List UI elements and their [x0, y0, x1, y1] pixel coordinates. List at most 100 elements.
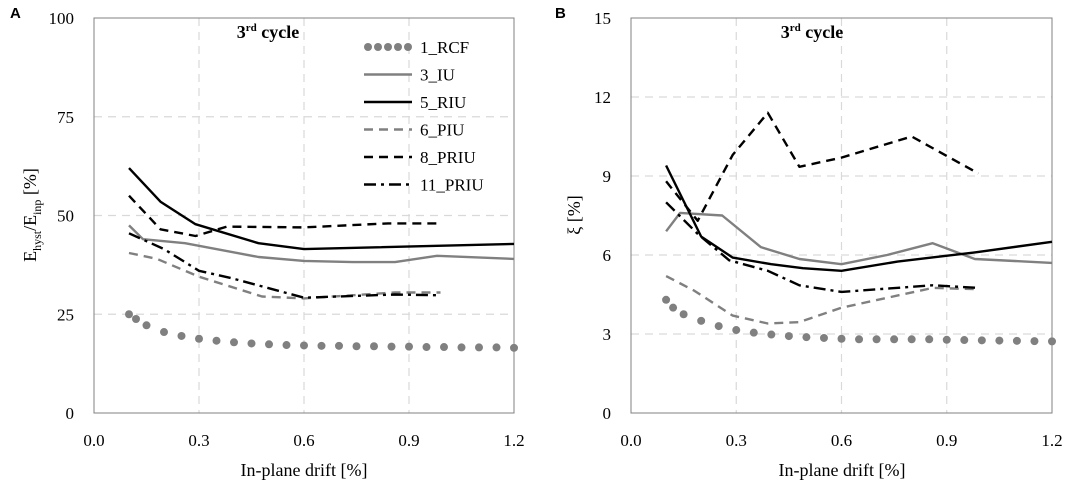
panel-b-y-axis-label: ξ [%]: [564, 195, 584, 235]
panel-a-series-1-rcf-point: [440, 343, 448, 352]
panel-a-series-1-rcf-point: [125, 310, 133, 319]
panel-b-y-tick-label: 3: [603, 325, 612, 344]
panel-b-series-8-priu-line: [665, 111, 979, 223]
panel-a-series-1-rcf-point: [422, 343, 431, 352]
panel-b-series-5-riu-line: [665, 164, 1053, 272]
panel-a-cycle-title-sup: rd: [246, 22, 257, 34]
panel-a-y-axis-label: Ehyst/Einp [%]: [20, 168, 44, 262]
panel-a-series-1-rcf-point: [457, 343, 466, 352]
panel-a-series-1-rcf-point: [475, 343, 483, 352]
panel-a-series-11-priu-line: [128, 232, 441, 299]
panel-a-series-1-rcf-point: [492, 343, 501, 352]
panel-b-series-1-rcf-point: [1048, 337, 1056, 346]
panel-b-series-1-rcf-point: [872, 335, 881, 344]
panel-b-y-tick-label: 0: [603, 404, 612, 423]
panel-a-x-tick-label: 0.6: [293, 431, 314, 450]
panel-b-series-1-rcf-point: [837, 334, 846, 343]
panel-b-cycle-title-rest: cycle: [801, 22, 843, 42]
panel-a-cycle-title: 3rd cycle: [237, 22, 299, 42]
panel-b-series-1-rcf-point: [907, 335, 916, 344]
legend-item-1-rcf-swatch-dot: [364, 43, 372, 51]
panel-b-series-6-piu-line: [665, 275, 979, 325]
panel-a-ylabel-part-2: hyst: [30, 230, 44, 251]
panel-b-x-tick-label: 0.6: [831, 431, 852, 450]
panel-b-series-1-rcf-point: [942, 335, 951, 344]
legend-item-11-priu-label: 11_PRIU: [420, 176, 484, 195]
legend-item-8-priu-label: 8_PRIU: [420, 148, 476, 167]
panel-a-series-1-rcf-point: [370, 342, 378, 351]
panel-b-series-1-rcf: [662, 295, 1056, 346]
panel-a-series-1-rcf-point: [405, 342, 413, 351]
legend-item-1-rcf: 1_RCF: [364, 38, 469, 57]
panel-a-x-axis-label: In-plane drift [%]: [241, 460, 368, 480]
panel-b-x-axis-label: In-plane drift [%]: [779, 460, 906, 480]
panel-b-grid: [631, 18, 1052, 413]
panel-a-ylabel-part-4: inp: [30, 200, 44, 215]
panel-a-x-tick-label: 0.9: [398, 431, 419, 450]
panel-a-letter: A: [10, 5, 21, 22]
legend-item-1-rcf-label: 1_RCF: [420, 38, 469, 57]
panel-b-x-tick-label: 0.9: [936, 431, 957, 450]
panel-b-series-1-rcf-point: [784, 332, 793, 341]
panel-a-ylabel-part-1: E: [20, 251, 40, 262]
panel-a-cycle-title-rest: cycle: [257, 22, 299, 42]
panel-a-series-1-rcf-point: [230, 338, 238, 347]
panel-a-series-1-rcf-point: [142, 321, 151, 330]
panel-b-series-1-rcf-point: [669, 303, 678, 312]
panel-b-series-1-rcf-point: [697, 316, 706, 325]
panel-a-x-ticks: 0.0 0.3 0.6 0.9 1.2: [83, 431, 524, 450]
panel-b-series-1-rcf-point: [855, 335, 864, 344]
panel-a-y-tick-label: 0: [66, 404, 75, 423]
panel-a-series-1-rcf-point: [510, 343, 518, 352]
panel-b-y-tick-label: 15: [594, 9, 611, 28]
legend-item-3-iu-label: 3_IU: [420, 66, 455, 85]
panel-b-series-1-rcf-point: [662, 295, 671, 304]
panel-b-series-1-rcf-point: [1030, 337, 1039, 346]
panel-a-legend: 1_RCF 3_IU 5_RIU 6_PIU 8_PRIU 11_PRIU: [364, 38, 484, 195]
panel-a-y-tick-label: 100: [49, 9, 75, 28]
panel-a-series-1-rcf-point: [317, 341, 326, 350]
panel-a-ylabel-part-5: [%]: [20, 168, 40, 199]
panel-a-series-1-rcf-point: [335, 341, 343, 350]
panel-a-plot-area: [93, 17, 515, 414]
panel-b-series-1-rcf-point: [960, 336, 969, 345]
panel-a-x-tick-label: 0.3: [188, 431, 209, 450]
panel-b-x-tick-label: 1.2: [1041, 431, 1062, 450]
panel-b-y-tick-label: 12: [594, 88, 611, 107]
legend-item-6-piu: 6_PIU: [364, 121, 464, 140]
legend-item-1-rcf-swatch-dot: [404, 43, 412, 51]
panel-b-cycle-title-sup: rd: [790, 22, 801, 34]
panel-a-y-tick-label: 50: [57, 207, 74, 226]
panel-b-series-1-rcf-point: [732, 326, 741, 335]
panel-a-y-tick-label: 75: [57, 108, 74, 127]
panel-a-series-1-rcf-point: [352, 342, 361, 351]
panel-b-x-ticks: 0.0 0.3 0.6 0.9 1.2: [620, 431, 1062, 450]
panel-b-cycle-title: 3rd cycle: [781, 22, 843, 42]
panel-a-series-1-rcf-point: [212, 336, 221, 345]
legend-item-1-rcf-swatch-dot: [374, 43, 382, 51]
panel-b-series-1-rcf-point: [819, 333, 828, 342]
panel-a-series-1-rcf-point: [300, 341, 308, 350]
panel-b-series-1-rcf-point: [714, 322, 723, 331]
panel-a-ylabel-part-3: /E: [20, 215, 40, 231]
panel-a-series-1-rcf-point: [132, 314, 140, 323]
panel-a-y-ticks: 0 25 50 75 100: [49, 9, 75, 423]
panel-a-x-tick-label: 1.2: [503, 431, 524, 450]
legend-item-5-riu-label: 5_RIU: [420, 93, 466, 112]
panel-a-series-1-rcf-point: [387, 342, 396, 351]
panel-b-series-1-rcf-point: [890, 335, 899, 344]
panel-b-series-1-rcf-point: [925, 335, 934, 344]
legend-item-3-iu: 3_IU: [364, 66, 455, 85]
panel-b-plot-area: [630, 17, 1053, 414]
legend-item-1-rcf-swatch-dot: [394, 43, 402, 51]
legend-item-6-piu-label: 6_PIU: [420, 121, 464, 140]
panel-a-series-6-piu-line: [128, 251, 441, 300]
panel-b-y-tick-label: 6: [603, 246, 612, 265]
panel-b-series-11-priu-line: [665, 201, 979, 294]
panel-a-series-1-rcf-point: [247, 339, 256, 348]
legend-item-8-priu: 8_PRIU: [364, 148, 476, 167]
panel-a-series-1-rcf-point: [195, 334, 203, 343]
panel-a: A 0.0 0.3 0.6 0.9 1.2 0 25 50 75 100 3rd cycle I…: [10, 5, 525, 480]
